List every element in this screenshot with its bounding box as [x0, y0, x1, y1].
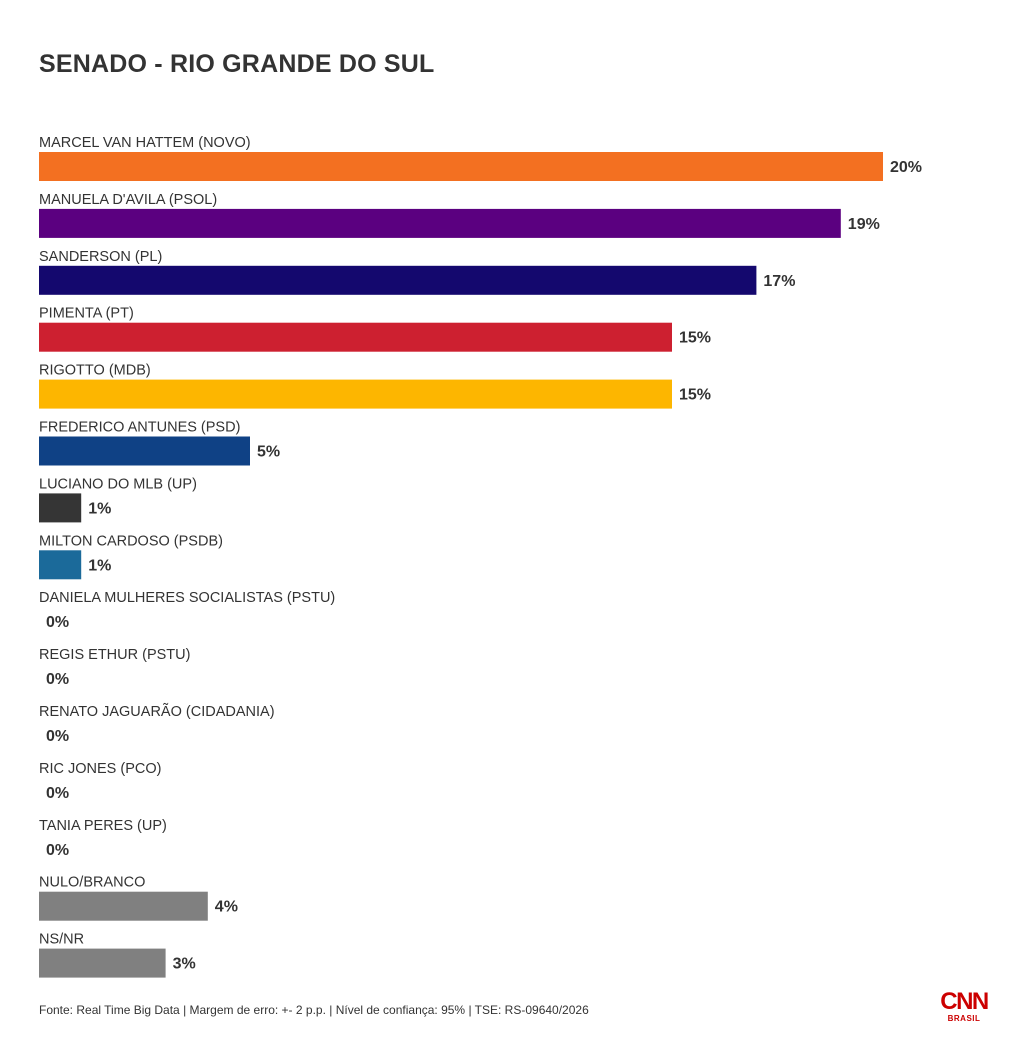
logo-subtext: BRASIL	[947, 1014, 981, 1023]
value-label-ric-jones-pco: 0%	[46, 785, 69, 802]
value-label-manuela-d-avila-psol: 19%	[848, 216, 880, 233]
value-label-sanderson-pl: 17%	[763, 273, 795, 290]
chart-title: SENADO - RIO GRANDE DO SUL	[39, 50, 435, 78]
value-label-renato-jaguarao-cidadania: 0%	[46, 728, 69, 745]
bar-pimenta-pt	[39, 322, 672, 352]
category-label-sanderson-pl: SANDERSON (PL)	[39, 249, 162, 265]
cnn-brasil-logo: CNN BRASIL	[938, 990, 990, 1026]
bar-marcel-van-hattem-novo	[39, 152, 883, 181]
bar-rigotto-mdb	[39, 379, 672, 409]
value-label-marcel-van-hattem-novo: 20%	[890, 159, 922, 176]
bar-ns-nr	[39, 948, 166, 978]
category-label-ric-jones-pco: RIC JONES (PCO)	[39, 761, 161, 777]
bar-luciano-do-mlb-up	[39, 493, 82, 523]
bar-frederico-antunes-psd	[39, 436, 250, 466]
source-note: Fonte: Real Time Big Data | Margem de er…	[39, 1003, 589, 1017]
bar-chart: MARCEL VAN HATTEM (NOVO) 20% MANUELA D'AVI…	[39, 135, 922, 978]
category-label-ns-nr: NS/NR	[39, 932, 84, 948]
category-label-milton-cardoso-psdb: MILTON CARDOSO (PSDB)	[39, 533, 223, 549]
category-label-regis-ethur-pstu: REGIS ETHUR (PSTU)	[39, 647, 190, 663]
category-label-rigotto-mdb: RIGOTTO (MDB)	[39, 363, 151, 379]
logo-text: CNN	[940, 988, 989, 1015]
value-label-daniela-mulheres-socialistas-pstu: 0%	[46, 614, 69, 631]
value-label-tania-peres-up: 0%	[46, 842, 69, 859]
category-label-renato-jaguarao-cidadania: RENATO JAGUARÃO (CIDADANIA)	[39, 703, 275, 720]
bar-milton-cardoso-psdb	[39, 550, 82, 580]
category-label-frederico-antunes-psd: FREDERICO ANTUNES (PSD)	[39, 420, 240, 436]
value-label-rigotto-mdb: 15%	[679, 387, 711, 404]
bar-nulo-branco	[39, 891, 208, 921]
value-label-nulo-branco: 4%	[215, 899, 238, 916]
category-label-nulo-branco: NULO/BRANCO	[39, 875, 145, 891]
value-label-milton-cardoso-psdb: 1%	[88, 557, 111, 574]
category-label-luciano-do-mlb-up: LUCIANO DO MLB (UP)	[39, 476, 197, 492]
bar-sanderson-pl	[39, 265, 757, 295]
value-label-regis-ethur-pstu: 0%	[46, 671, 69, 688]
value-label-frederico-antunes-psd: 5%	[257, 444, 280, 461]
category-label-tania-peres-up: TANIA PERES (UP)	[39, 818, 167, 834]
value-label-pimenta-pt: 15%	[679, 330, 711, 347]
category-label-pimenta-pt: PIMENTA (PT)	[39, 306, 134, 322]
category-label-manuela-d-avila-psol: MANUELA D'AVILA (PSOL)	[39, 192, 217, 208]
value-label-ns-nr: 3%	[173, 956, 196, 973]
category-label-marcel-van-hattem-novo: MARCEL VAN HATTEM (NOVO)	[39, 135, 251, 151]
value-label-luciano-do-mlb-up: 1%	[88, 500, 111, 517]
category-label-daniela-mulheres-socialistas-pstu: DANIELA MULHERES SOCIALISTAS (PSTU)	[39, 590, 335, 606]
bar-manuela-d-avila-psol	[39, 208, 841, 238]
